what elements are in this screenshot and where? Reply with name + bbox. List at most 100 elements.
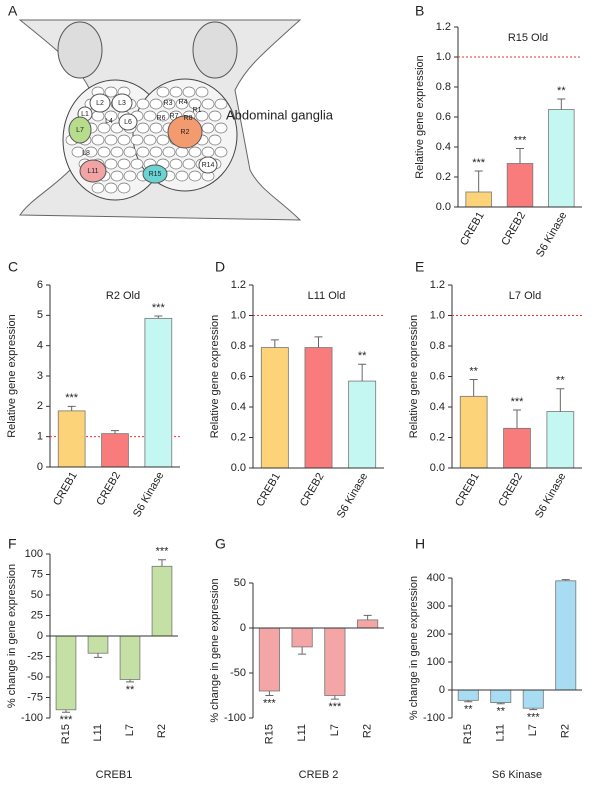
bar	[506, 163, 534, 208]
y-tick-label: -50	[27, 671, 43, 683]
neuron	[175, 98, 189, 110]
x-tick-label: R15	[462, 724, 474, 744]
neuron	[175, 146, 189, 158]
y-tick-label: 6	[37, 279, 43, 291]
neuron	[136, 98, 150, 110]
error-bar	[330, 695, 339, 700]
neuron	[104, 182, 118, 194]
error-bar	[62, 709, 70, 713]
x-tick-label: CREB2	[94, 470, 123, 508]
panel-letter: C	[8, 259, 18, 275]
bar	[304, 347, 333, 469]
neuron	[97, 122, 111, 134]
error-bar	[561, 579, 570, 581]
neuron	[130, 158, 144, 170]
cell-label: R7	[170, 113, 179, 120]
y-tick-label: 1.0	[436, 51, 451, 63]
neuron	[198, 156, 218, 174]
bar	[348, 380, 377, 469]
error-bar	[154, 315, 163, 319]
y-tick-label: -100	[21, 712, 43, 724]
bar	[291, 627, 313, 648]
neuron	[97, 146, 111, 158]
neuron	[169, 158, 183, 170]
cell-l11	[79, 159, 107, 183]
connective	[192, 21, 238, 79]
neuron	[118, 113, 138, 131]
bar	[258, 627, 280, 692]
significance: **	[358, 350, 367, 362]
y-tick-label: -75	[27, 691, 43, 703]
neuron	[91, 110, 105, 122]
error-bar	[94, 653, 102, 658]
y-tick-label: 0.6	[436, 111, 451, 123]
x-tick-label: R15	[263, 724, 275, 744]
y-tick-label: 0.4	[436, 141, 451, 153]
significance: **	[557, 85, 566, 97]
bar	[57, 410, 86, 468]
y-tick-label: 0	[37, 461, 43, 473]
bar	[87, 635, 109, 654]
neuron	[182, 158, 196, 170]
cell-label: R3	[164, 100, 173, 107]
neuron	[156, 134, 170, 146]
y-tick-label: -50	[230, 667, 246, 679]
y-tick-label: 0.8	[430, 340, 445, 352]
neuron	[201, 146, 215, 158]
neuron	[201, 98, 215, 110]
y-tick-label: 0.0	[231, 462, 246, 474]
significance: **	[556, 375, 565, 387]
cell-r15	[142, 164, 168, 184]
panel-letter: H	[415, 536, 425, 552]
error-bar	[265, 691, 274, 696]
y-tick-label: 100	[427, 656, 445, 668]
significance: ***	[65, 392, 79, 404]
y-tick-label: 1.0	[231, 309, 246, 321]
neuron	[149, 146, 163, 158]
connective	[57, 21, 103, 79]
ganglia-diagram	[18, 19, 302, 221]
panel-letter: B	[415, 3, 424, 19]
y-axis-label: Relative gene expression	[209, 315, 221, 439]
neuron	[111, 93, 133, 113]
y-tick-label: 0.2	[430, 431, 445, 443]
bar	[490, 689, 512, 704]
cell-label: L1	[81, 111, 89, 118]
bar	[522, 689, 544, 709]
chart-title: L11 Old	[308, 290, 346, 302]
bar	[119, 635, 141, 680]
cell-label: R8	[184, 115, 193, 122]
x-tick-label: L7	[329, 724, 341, 736]
error-bar	[556, 388, 565, 412]
bar	[144, 317, 173, 468]
panel-letter: D	[215, 259, 225, 275]
error-bar	[158, 559, 166, 567]
y-axis-label: Relative gene expression	[408, 315, 420, 439]
significance: ***	[527, 712, 541, 724]
y-axis-label: % change in gene expression	[209, 578, 221, 722]
error-bar	[496, 702, 505, 705]
neuron	[84, 146, 98, 158]
x-tick-label: R15	[60, 724, 72, 744]
neuron	[188, 98, 202, 110]
y-axis-label: % change in gene expression	[6, 564, 18, 708]
neuron	[201, 122, 215, 134]
y-tick-label: 0.4	[430, 401, 445, 413]
y-tick-label: 400	[427, 572, 445, 584]
panel-letter: G	[215, 536, 226, 552]
error-bar	[516, 148, 524, 164]
cell-r2	[167, 115, 203, 149]
cell-label: L6	[124, 119, 132, 126]
x-tick-label: CREB2	[496, 471, 525, 509]
y-tick-label: 300	[427, 600, 445, 612]
neuron	[130, 134, 144, 146]
x-tick-label: L11	[495, 724, 507, 742]
significance: ***	[511, 396, 525, 408]
neuron	[149, 122, 163, 134]
significance: ***	[60, 714, 74, 726]
y-tick-label: 0.2	[436, 171, 451, 183]
bar	[101, 433, 129, 468]
y-tick-label: 0	[37, 630, 43, 642]
error-bar	[314, 336, 323, 348]
cell-label: R4	[179, 99, 188, 106]
